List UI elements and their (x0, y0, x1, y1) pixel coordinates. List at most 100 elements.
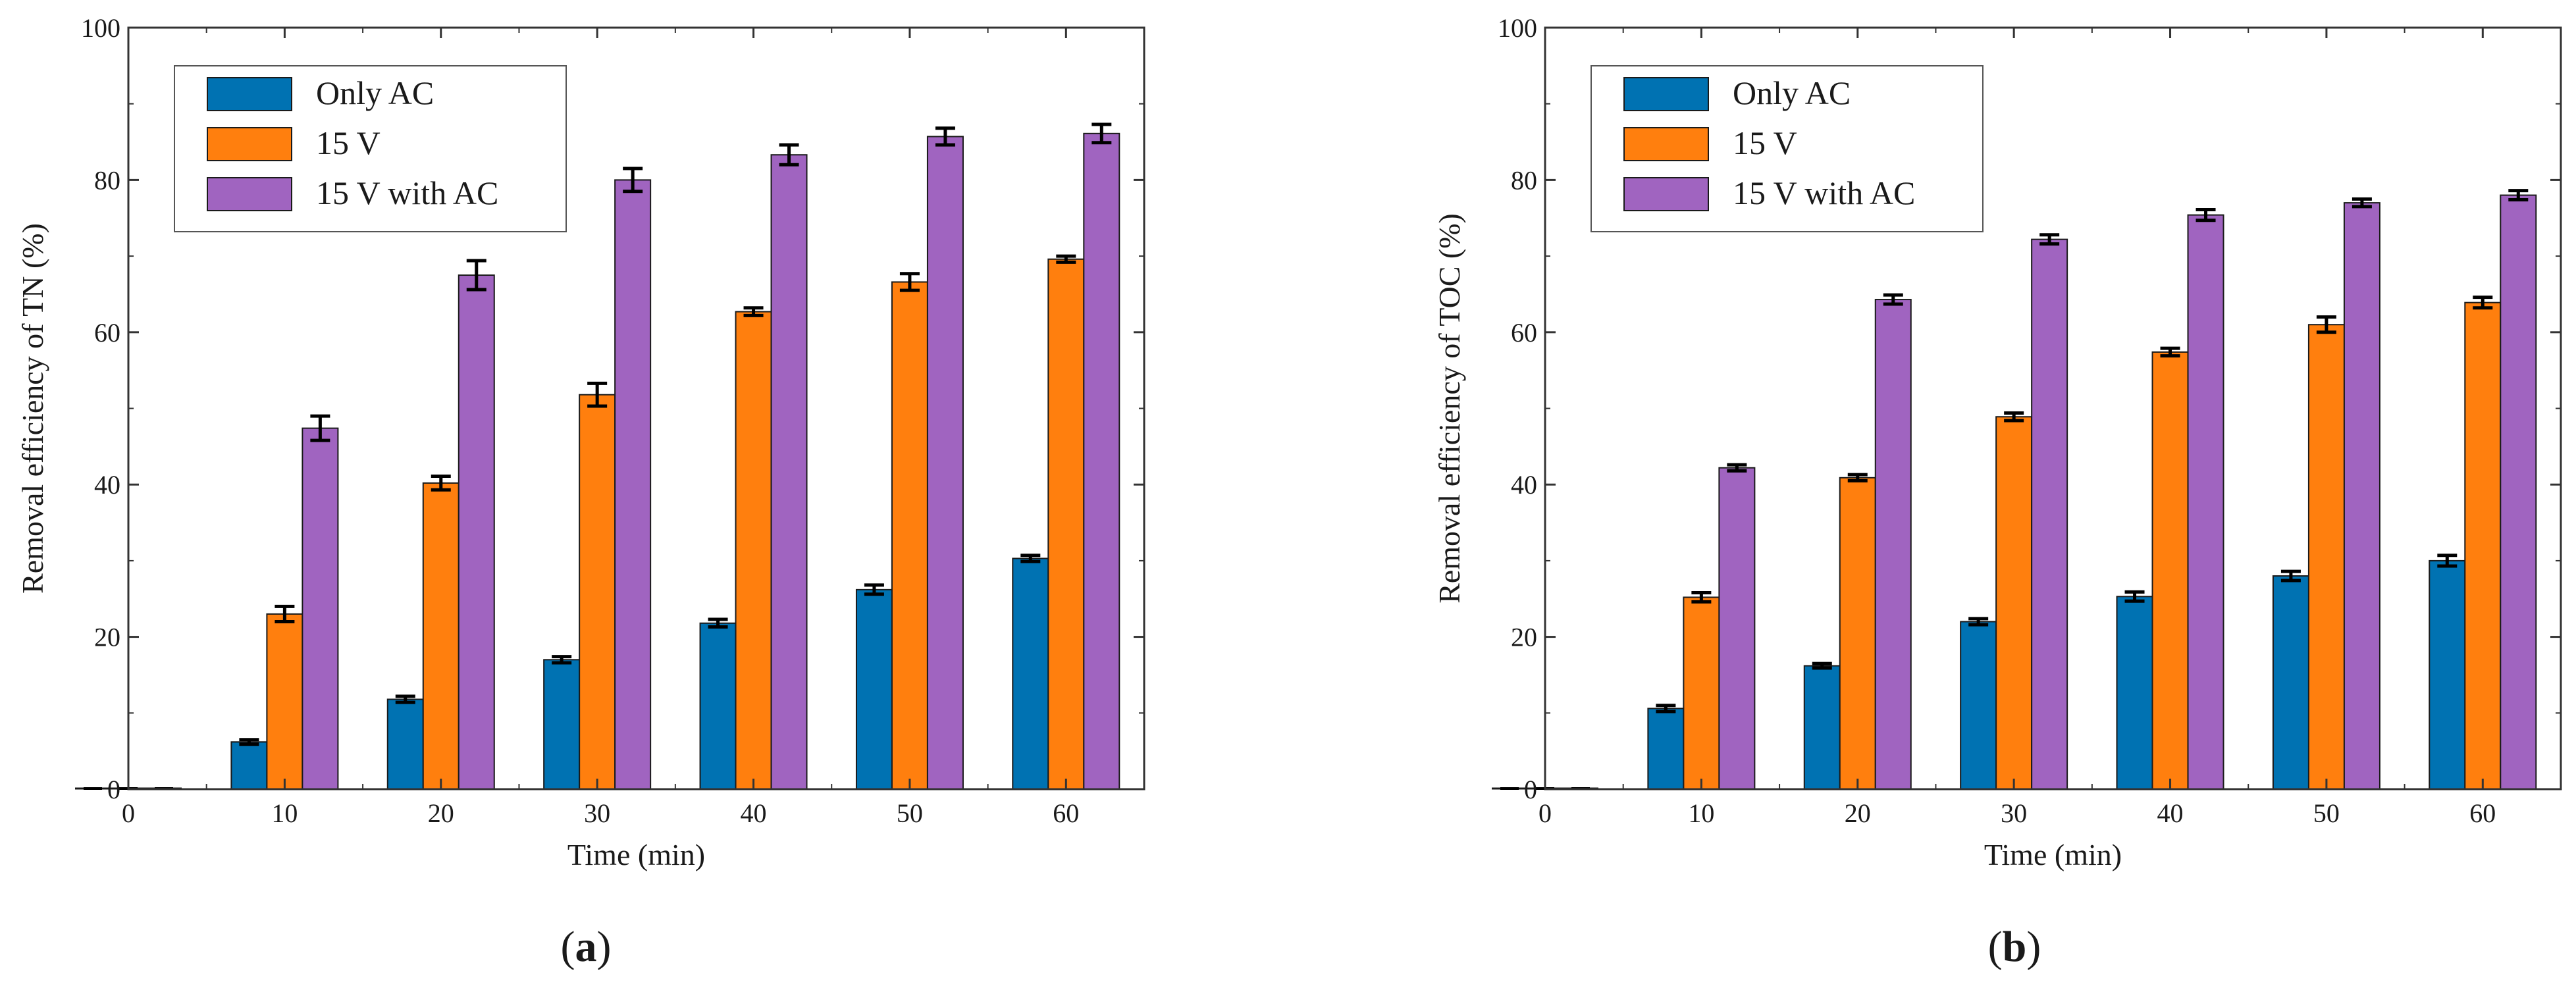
error-bar (587, 381, 608, 408)
error-bar (935, 126, 955, 147)
y-tick-label: 60 (1511, 318, 1537, 348)
bar (2343, 202, 2380, 790)
bar (735, 311, 772, 790)
bar (1718, 467, 1756, 790)
bar (1960, 621, 1997, 790)
x-tick-label: 40 (2157, 798, 2184, 828)
x-tick-label: 0 (1538, 798, 1552, 828)
x-tick-label: 10 (271, 798, 298, 828)
legend-label: 15 V (316, 124, 381, 161)
bar (543, 659, 581, 790)
error-bar (2280, 569, 2301, 583)
error-bar (1056, 254, 1076, 264)
y-tick-label: 60 (94, 318, 120, 348)
error-bar (1847, 473, 1868, 482)
bar (266, 613, 303, 790)
bar (1874, 299, 1912, 790)
y-tick-label: 20 (94, 623, 120, 652)
x-tick-label: 0 (122, 798, 135, 828)
y-tick-label: 40 (1511, 470, 1537, 500)
legend-label: 15 V (1733, 124, 1797, 161)
bar (1047, 258, 1085, 790)
x-tick-label: 10 (1688, 798, 1714, 828)
bar (2429, 559, 2466, 790)
bar (1803, 665, 1841, 790)
bar (1083, 132, 1120, 790)
legend-swatch (207, 127, 292, 161)
bar (422, 482, 460, 790)
chart-panel-a: 0 20 40 60 80 100 0 10 20 30 40 50 60 Time (min) Remov… (16, 13, 1145, 971)
panel-label: (b) (1988, 923, 2041, 971)
bar (2116, 596, 2153, 790)
error-bar (2039, 233, 2060, 246)
bar (458, 274, 495, 790)
y-tick-label: 80 (1511, 165, 1537, 195)
error-bar (239, 738, 259, 746)
error-bar (2195, 208, 2216, 222)
y-axis-title: Removal efficiency of TN (%) (16, 223, 49, 594)
bar (302, 427, 339, 790)
legend-swatch (1623, 177, 1709, 211)
y-tick-label: 100 (81, 13, 120, 43)
error-bar (2316, 315, 2336, 334)
y-tick-label: 0 (107, 775, 120, 804)
bar (2031, 238, 2068, 790)
x-tick-label: 30 (584, 798, 610, 828)
bar (2500, 194, 2537, 790)
bar (386, 698, 424, 790)
error-bar (899, 272, 920, 292)
series-only-ac (1492, 554, 2466, 790)
error-bar (466, 259, 486, 292)
error-bar (2437, 554, 2458, 568)
legend-swatch (1623, 77, 1709, 111)
error-bar (743, 306, 764, 317)
x-tick-label: 20 (1845, 798, 1871, 828)
bar (770, 154, 808, 790)
x-tick-label: 60 (1053, 798, 1079, 828)
x-tick-label: 50 (2313, 798, 2340, 828)
bar (230, 741, 268, 790)
panel-letter: a (575, 923, 597, 971)
x-tick-label: 30 (2001, 798, 2027, 828)
error-bar (2508, 189, 2529, 201)
bar (614, 179, 652, 790)
error-bar (2473, 296, 2493, 310)
error-bar (2352, 197, 2372, 209)
y-tick-label: 0 (1524, 775, 1537, 804)
legend: Only AC 15 V 15 V with AC (174, 65, 567, 232)
bar (699, 622, 737, 790)
series-only-ac (75, 554, 1049, 790)
error-bar (2124, 590, 2145, 603)
error-bar (431, 474, 451, 492)
bar (1995, 416, 2033, 790)
legend-swatch (207, 177, 292, 211)
bar (1683, 596, 1720, 790)
bar (2464, 301, 2502, 790)
error-bar (1656, 704, 1676, 713)
bar (579, 394, 616, 790)
error-bar (1091, 122, 1112, 145)
bar (891, 281, 928, 790)
x-tick-label: 50 (897, 798, 923, 828)
series-15-v (111, 254, 1085, 790)
bar (855, 588, 893, 790)
chart-panel-b: 0 20 40 60 80 100 0 10 20 30 40 50 60 Time (min) Remov… (1433, 13, 2562, 971)
bar (2307, 324, 2345, 790)
y-axis-title: Removal efficiency of TOC (%) (1433, 213, 1466, 604)
error-bar (708, 617, 728, 629)
error-bar (1691, 590, 1712, 604)
error-bar (2160, 346, 2180, 358)
legend-swatch (207, 77, 292, 111)
bar (1839, 477, 1876, 790)
error-bar (275, 604, 295, 623)
legend-label: Only AC (1733, 74, 1851, 111)
error-bar (1883, 293, 1903, 306)
error-bar (623, 167, 643, 194)
panel-letter: b (2003, 923, 2027, 971)
bar (1012, 557, 1049, 790)
error-bar (864, 583, 884, 596)
bar (1647, 708, 1685, 790)
legend: Only AC 15 V 15 V with AC (1590, 65, 1984, 232)
error-bar (1727, 463, 1747, 473)
